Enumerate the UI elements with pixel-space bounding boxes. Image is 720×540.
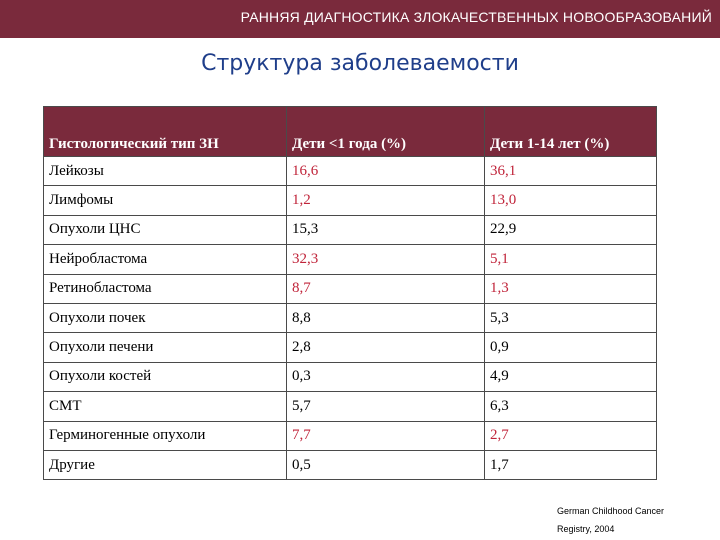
age-1-14-cell: 0,9 — [484, 332, 657, 363]
age-1-14-cell: 5,3 — [484, 302, 657, 334]
under-1-year-cell: 8,7 — [286, 273, 485, 304]
table-row: Герминогенные опухоли 7,7 2,7 — [43, 420, 657, 451]
under-1-year-cell: 7,7 — [286, 420, 485, 451]
age-1-14-cell: 36,1 — [484, 155, 657, 187]
under-1-year-cell: 2,8 — [286, 332, 485, 363]
age-1-14-cell: 1,3 — [484, 273, 657, 304]
under-1-year-cell: 1,2 — [286, 185, 485, 216]
table-header-row: Гистологический тип ЗН Дети <1 года (%) … — [43, 106, 657, 157]
histology-type-cell: Ретинобластома — [43, 273, 287, 304]
under-1-year-cell: 16,6 — [286, 155, 485, 187]
under-1-year-cell: 8,8 — [286, 302, 485, 334]
age-1-14-cell: 1,7 — [484, 449, 657, 481]
under-1-year-cell: 0,3 — [286, 361, 485, 393]
under-1-year-cell: 5,7 — [286, 391, 485, 422]
table-row: Нейробластома 32,3 5,1 — [43, 244, 657, 275]
source-line-1: German Childhood Cancer — [557, 506, 665, 516]
source-line-2: Registry, 2004 — [557, 524, 615, 534]
histology-type-cell: Нейробластома — [43, 244, 287, 275]
histology-type-cell: Опухоли ЦНС — [43, 214, 287, 246]
table-row: Опухоли печени 2,8 0,9 — [43, 332, 657, 363]
banner-title: РАННЯЯ ДИАГНОСТИКА ЗЛОКАЧЕСТВЕННЫХ НОВОО… — [240, 9, 712, 25]
histology-type-cell: Опухоли костей — [43, 361, 287, 393]
table-row: Ретинобластома 8,7 1,3 — [43, 273, 657, 304]
histology-type-cell: Лейкозы — [43, 155, 287, 187]
under-1-year-cell: 15,3 — [286, 214, 485, 246]
histology-type-cell: Опухоли почек — [43, 302, 287, 334]
histology-type-cell: Опухоли печени — [43, 332, 287, 363]
header-1-14-years: Дети 1-14 лет (%) — [484, 106, 657, 157]
age-1-14-cell: 6,3 — [484, 391, 657, 422]
histology-type-cell: Герминогенные опухоли — [43, 420, 287, 451]
incidence-table: Гистологический тип ЗН Дети <1 года (%) … — [43, 106, 657, 481]
header-under-1-year: Дети <1 года (%) — [286, 106, 485, 157]
header-histology-type: Гистологический тип ЗН — [43, 106, 287, 157]
top-banner: РАННЯЯ ДИАГНОСТИКА ЗЛОКАЧЕСТВЕННЫХ НОВОО… — [0, 0, 720, 38]
table-row: СМТ 5,7 6,3 — [43, 391, 657, 422]
age-1-14-cell: 13,0 — [484, 185, 657, 216]
histology-type-cell: Другие — [43, 449, 287, 481]
table-row: Опухоли ЦНС 15,3 22,9 — [43, 214, 657, 246]
histology-type-cell: Лимфомы — [43, 185, 287, 216]
table-row: Лейкозы 16,6 36,1 — [43, 155, 657, 187]
table-row: Опухоли почек 8,8 5,3 — [43, 302, 657, 334]
age-1-14-cell: 5,1 — [484, 244, 657, 275]
under-1-year-cell: 0,5 — [286, 449, 485, 481]
under-1-year-cell: 32,3 — [286, 244, 485, 275]
slide-title: Структура заболеваемости — [201, 51, 519, 76]
age-1-14-cell: 22,9 — [484, 214, 657, 246]
table-row: Другие 0,5 1,7 — [43, 449, 657, 481]
age-1-14-cell: 2,7 — [484, 420, 657, 451]
age-1-14-cell: 4,9 — [484, 361, 657, 393]
table-row: Лимфомы 1,2 13,0 — [43, 185, 657, 216]
table-row: Опухоли костей 0,3 4,9 — [43, 361, 657, 393]
histology-type-cell: СМТ — [43, 391, 287, 422]
source-note: German Childhood Cancer Registry, 2004 — [557, 502, 717, 538]
